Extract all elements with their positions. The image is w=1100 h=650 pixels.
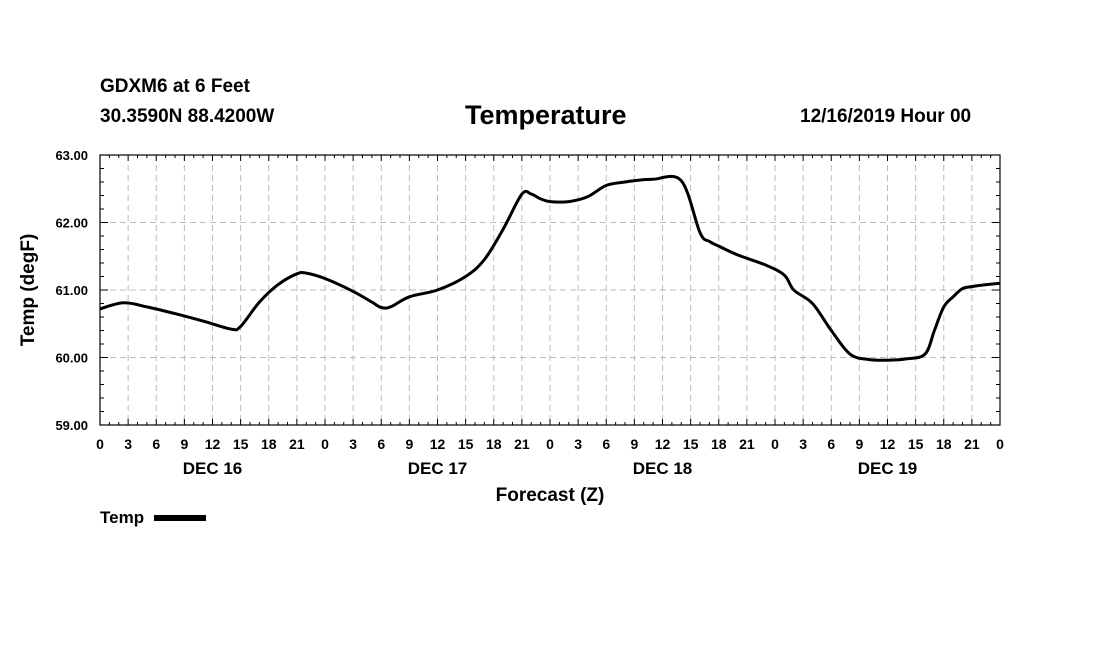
station-label: GDXM6 at 6 Feet bbox=[100, 76, 250, 97]
x-axis-label: Forecast (Z) bbox=[496, 485, 605, 506]
y-tick-label: 60.00 bbox=[55, 351, 88, 366]
x-tick-label: 15 bbox=[233, 436, 249, 452]
x-tick-label: 0 bbox=[771, 436, 779, 452]
day-label: DEC 18 bbox=[633, 459, 693, 478]
y-axis-label: Temp (degF) bbox=[18, 234, 39, 347]
legend: Temp bbox=[100, 508, 207, 528]
coordinates-label: 30.3590N 88.4200W bbox=[100, 106, 275, 127]
legend-swatch bbox=[154, 515, 207, 521]
x-tick-label: 9 bbox=[405, 436, 413, 452]
day-label: DEC 16 bbox=[183, 459, 243, 478]
x-tick-label: 6 bbox=[602, 436, 610, 452]
x-tick-label: 12 bbox=[430, 436, 446, 452]
x-tick-label: 18 bbox=[261, 436, 277, 452]
x-tick-label: 0 bbox=[321, 436, 329, 452]
x-tick-label: 12 bbox=[880, 436, 896, 452]
x-tick-label: 3 bbox=[574, 436, 582, 452]
x-tick-label: 0 bbox=[996, 436, 1004, 452]
x-tick-label: 9 bbox=[630, 436, 638, 452]
y-tick-label: 62.00 bbox=[55, 216, 88, 231]
x-tick-label: 15 bbox=[683, 436, 699, 452]
plot-frame bbox=[99, 154, 1001, 426]
x-tick-label: 0 bbox=[546, 436, 554, 452]
x-tick-label: 3 bbox=[124, 436, 132, 452]
x-tick-label: 6 bbox=[152, 436, 160, 452]
x-tick-label: 15 bbox=[458, 436, 474, 452]
x-tick-label: 6 bbox=[377, 436, 385, 452]
x-tick-label: 9 bbox=[180, 436, 188, 452]
x-tick-label: 12 bbox=[655, 436, 671, 452]
x-tick-label: 9 bbox=[855, 436, 863, 452]
x-tick-label: 3 bbox=[799, 436, 807, 452]
y-tick-label: 63.00 bbox=[55, 148, 88, 163]
x-tick-label: 15 bbox=[908, 436, 924, 452]
x-tick-label: 0 bbox=[96, 436, 104, 452]
y-tick-label: 61.00 bbox=[55, 283, 88, 298]
chart-title: Temperature bbox=[465, 100, 627, 130]
forecast-datetime: 12/16/2019 Hour 00 bbox=[800, 106, 972, 127]
x-tick-label: 21 bbox=[514, 436, 530, 452]
x-tick-label: 6 bbox=[827, 436, 835, 452]
legend-label: Temp bbox=[100, 508, 145, 527]
y-tick-label: 59.00 bbox=[55, 418, 88, 433]
x-tick-label: 3 bbox=[349, 436, 357, 452]
x-tick-label: 18 bbox=[936, 436, 952, 452]
x-tick-label: 21 bbox=[739, 436, 755, 452]
day-label: DEC 19 bbox=[858, 459, 918, 478]
series-line-temp bbox=[99, 174, 1001, 362]
x-tick-label: 18 bbox=[486, 436, 502, 452]
x-tick-label: 18 bbox=[711, 436, 727, 452]
x-tick-label: 21 bbox=[964, 436, 980, 452]
day-label: DEC 17 bbox=[408, 459, 468, 478]
x-tick-label: 21 bbox=[289, 436, 305, 452]
x-tick-label: 12 bbox=[205, 436, 221, 452]
